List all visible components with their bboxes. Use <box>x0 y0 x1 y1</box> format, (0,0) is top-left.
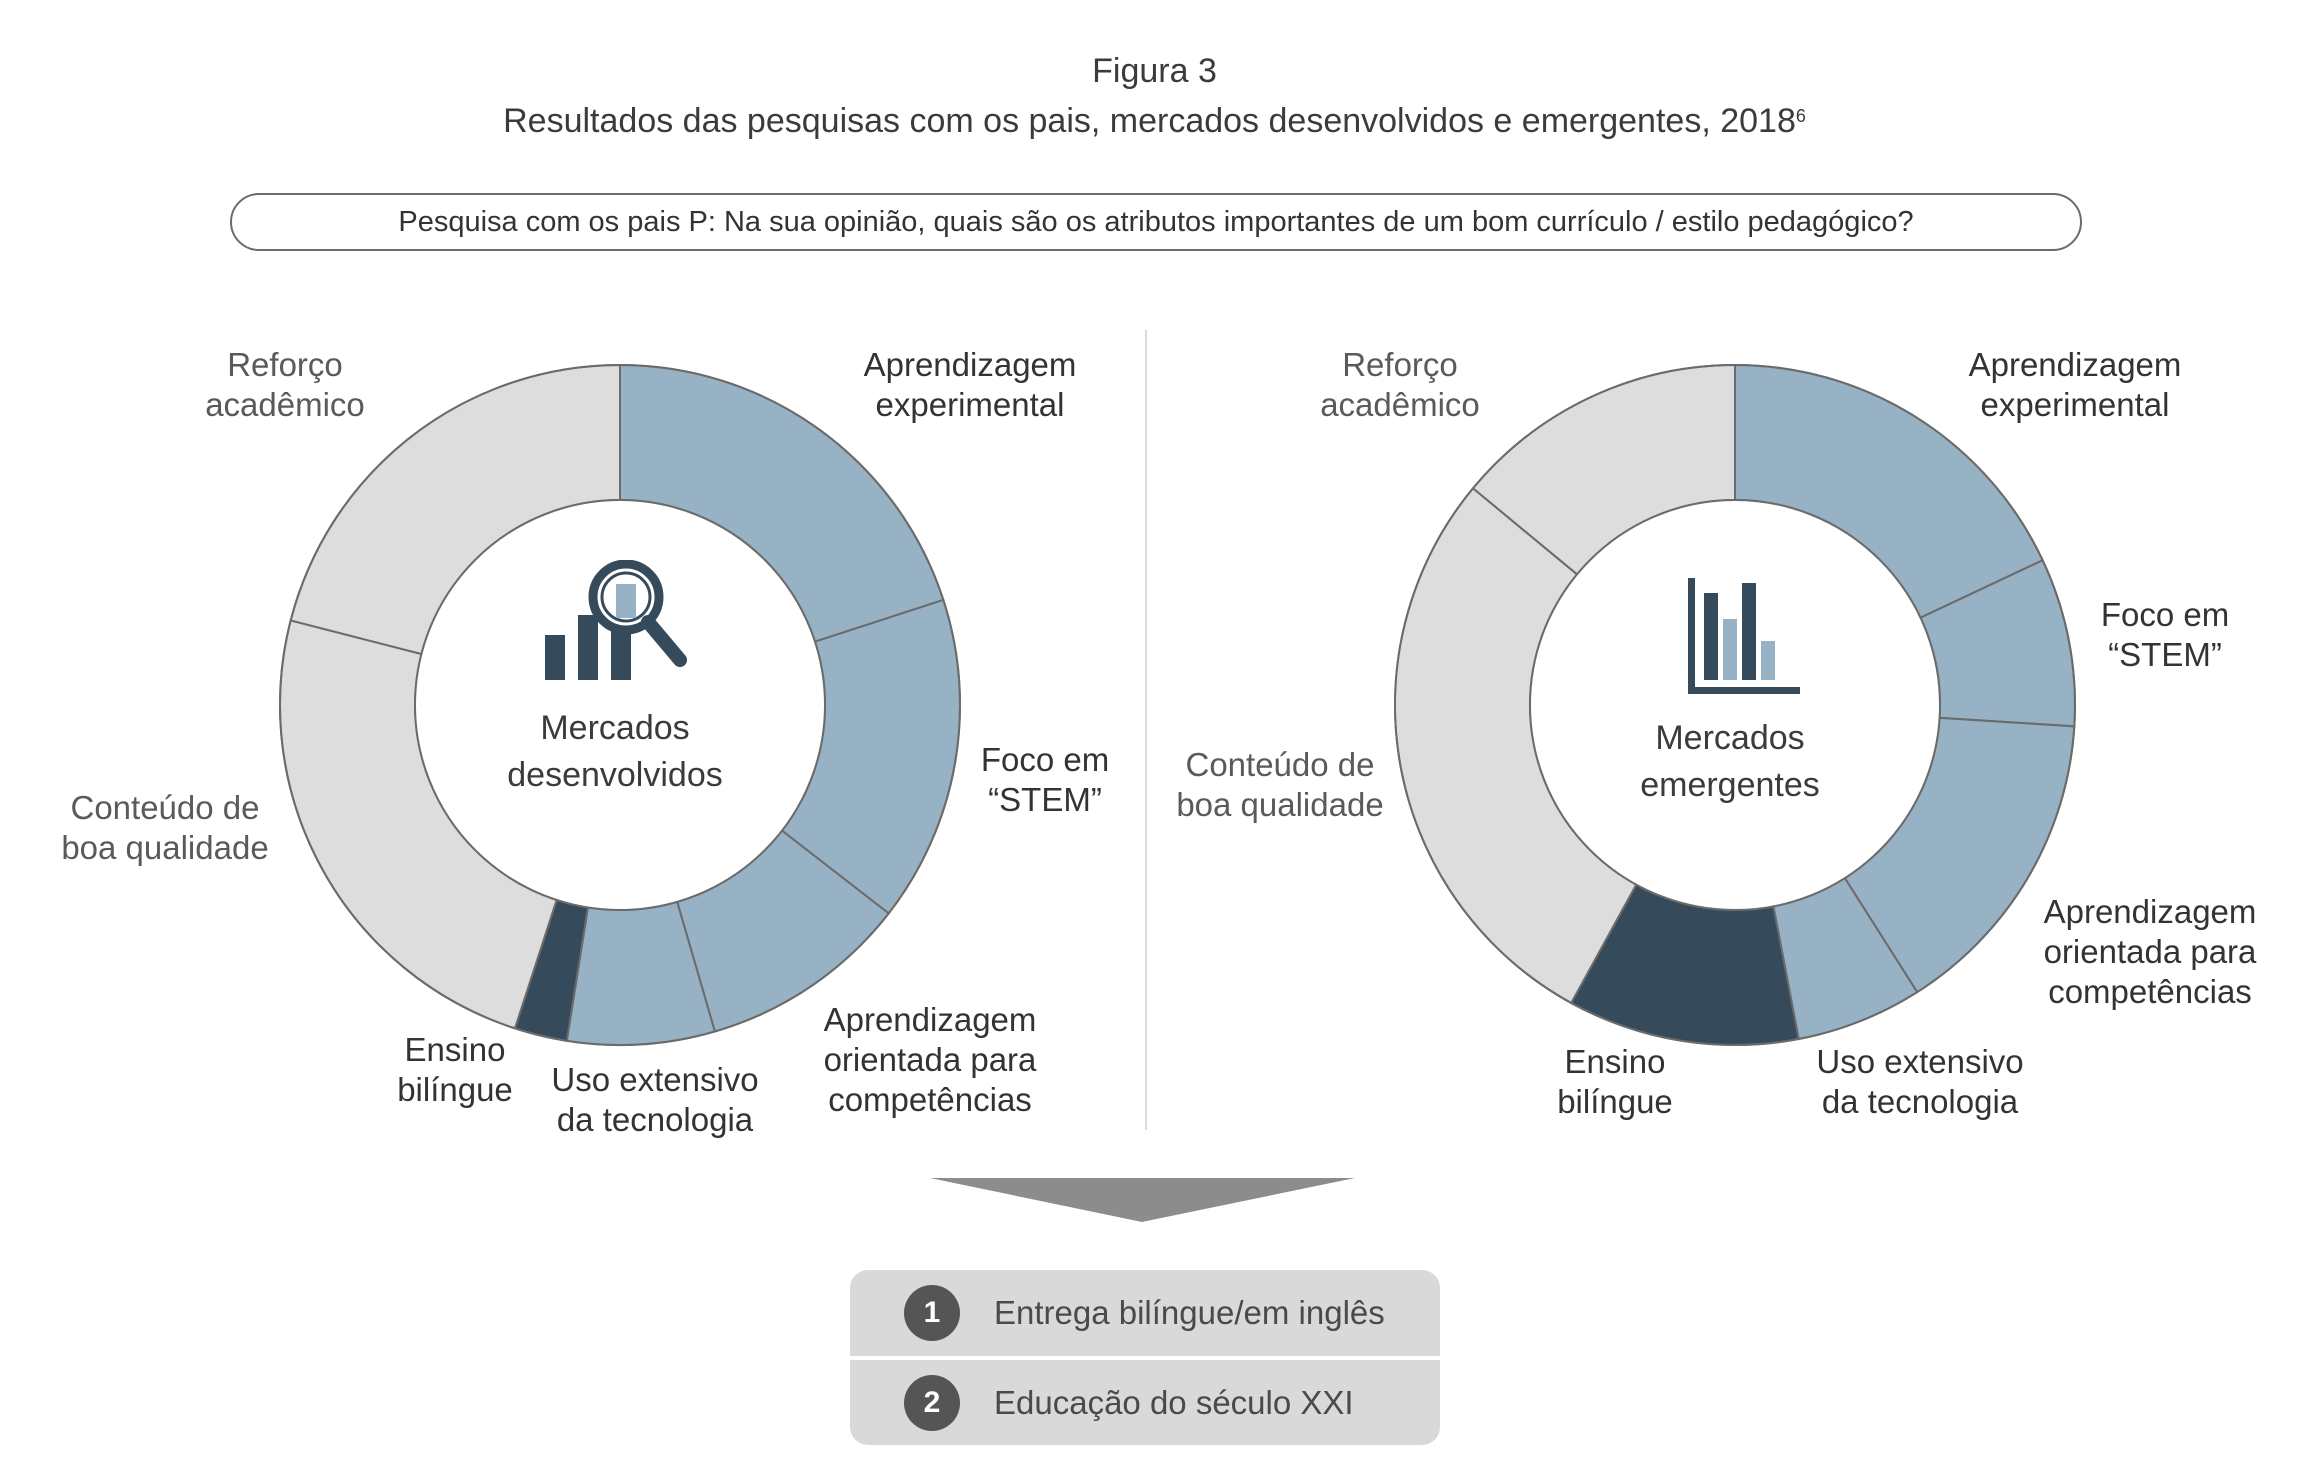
label-line: Ensino <box>404 1031 506 1068</box>
result-item: 1 Entrega bilíngue/em inglês <box>850 1270 1440 1355</box>
figure-label: Figura 3 <box>1092 52 1217 90</box>
donut-inner-circle <box>414 499 826 911</box>
label-line: Aprendizagem <box>2043 893 2257 930</box>
label-line: experimental <box>875 386 1065 423</box>
label-line: Aprendizagem <box>1968 346 2182 383</box>
label-line: bilíngue <box>1557 1083 1673 1120</box>
label-line: acadêmico <box>205 386 365 423</box>
center-label-emerging: Mercados emergentes <box>1580 715 1880 809</box>
label-right-reforco: Reforço acadêmico <box>1300 345 1500 425</box>
label-line: competências <box>828 1081 1032 1118</box>
label-line: Reforço <box>227 346 343 383</box>
label-line: Uso extensivo <box>551 1061 759 1098</box>
survey-question: Pesquisa com os pais P: Na sua opinião, … <box>230 193 2082 251</box>
figure-title-text: Resultados das pesquisas com os pais, me… <box>503 102 1796 140</box>
label-line: acadêmico <box>1320 386 1480 423</box>
label-line: da tecnologia <box>556 1101 754 1138</box>
donut-outer-ring <box>279 364 961 1046</box>
label-left-uso: Uso extensivo da tecnologia <box>535 1060 775 1140</box>
label-line: Foco em <box>980 741 1110 778</box>
center-label-developed: Mercados desenvolvidos <box>465 705 765 799</box>
figure-title: Resultados das pesquisas com os pais, me… <box>0 102 2309 141</box>
center-label-line: Mercados <box>1655 719 1805 757</box>
magnifier-chart-icon <box>545 560 687 680</box>
label-left-competencias: Aprendizagem orientada para competências <box>795 1000 1065 1120</box>
label-line: orientada para <box>2043 933 2257 970</box>
label-line: Foco em <box>2100 596 2230 633</box>
center-label-line: Mercados <box>540 709 690 747</box>
label-line: competências <box>2048 973 2252 1010</box>
center-label-line: desenvolvidos <box>507 756 723 794</box>
label-left-ensino: Ensino bilíngue <box>370 1030 540 1110</box>
label-line: Aprendizagem <box>863 346 1077 383</box>
label-line: Conteúdo de <box>1185 746 1375 783</box>
label-line: Reforço <box>1342 346 1458 383</box>
label-left-reforco: Reforço acadêmico <box>185 345 385 425</box>
donut-inner-circle <box>1529 499 1941 911</box>
down-arrow-icon <box>930 1178 1355 1222</box>
result-item: 2 Educação do século XXI <box>850 1360 1440 1445</box>
label-line: Ensino <box>1564 1043 1666 1080</box>
label-line: Aprendizagem <box>823 1001 1037 1038</box>
number-badge: 2 <box>904 1374 960 1431</box>
label-right-aprendizagem-exp: Aprendizagem experimental <box>1945 345 2205 425</box>
label-right-conteudo: Conteúdo de boa qualidade <box>1160 745 1400 825</box>
figure-title-footnote: 6 <box>1795 106 1806 126</box>
label-line: Uso extensivo <box>1816 1043 2024 1080</box>
label-line: da tecnologia <box>1821 1083 2019 1120</box>
label-line: Conteúdo de <box>70 789 260 826</box>
label-left-aprendizagem-exp: Aprendizagem experimental <box>840 345 1100 425</box>
label-right-ensino: Ensino bilíngue <box>1530 1042 1700 1122</box>
label-line: bilíngue <box>397 1071 513 1108</box>
result-text: Entrega bilíngue/em inglês <box>994 1293 1385 1331</box>
label-right-foco: Foco em “STEM” <box>2075 595 2255 675</box>
label-line: experimental <box>1980 386 2170 423</box>
results-box: 1 Entrega bilíngue/em inglês 2 Educação … <box>850 1270 1440 1445</box>
label-line: boa qualidade <box>1176 786 1384 823</box>
label-left-conteudo: Conteúdo de boa qualidade <box>45 788 285 868</box>
donut-developed <box>279 363 961 1046</box>
number-badge: 1 <box>904 1284 960 1341</box>
label-line: orientada para <box>823 1041 1037 1078</box>
result-text: Educação do século XXI <box>994 1383 1354 1421</box>
label-line: “STEM” <box>2108 636 2222 673</box>
donut-outer-ring <box>1394 364 2076 1046</box>
label-line: “STEM” <box>988 781 1102 818</box>
column-divider <box>1145 330 1147 1130</box>
label-right-uso: Uso extensivo da tecnologia <box>1800 1042 2040 1122</box>
label-left-foco: Foco em “STEM” <box>955 740 1135 820</box>
donut-emerging <box>1394 363 2076 1046</box>
center-label-line: emergentes <box>1640 766 1820 804</box>
results-divider <box>850 1356 1440 1360</box>
label-right-competencias: Aprendizagem orientada para competências <box>2015 892 2285 1012</box>
bar-chart-icon <box>1688 578 1800 694</box>
label-line: boa qualidade <box>61 829 269 866</box>
